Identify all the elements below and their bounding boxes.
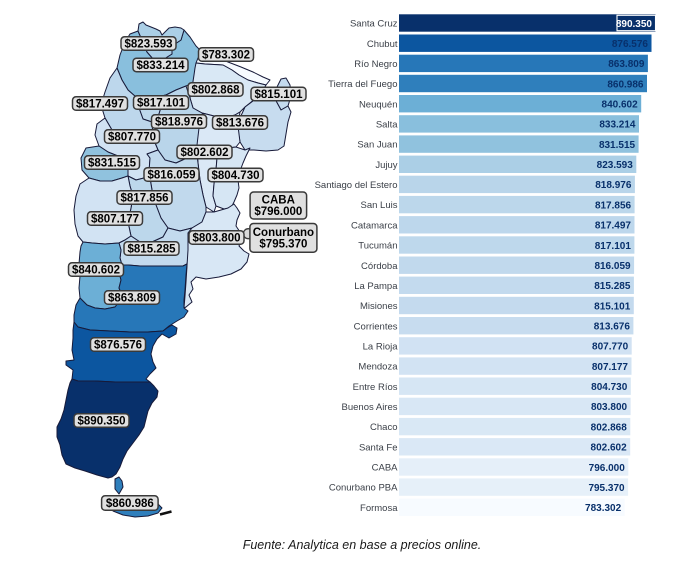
svg-text:Misiones: Misiones bbox=[360, 301, 398, 312]
svg-text:Santa Cruz: Santa Cruz bbox=[350, 19, 398, 30]
svg-text:817.856: 817.856 bbox=[595, 200, 632, 211]
svg-text:Salta: Salta bbox=[376, 120, 398, 131]
svg-text:Buenos Aires: Buenos Aires bbox=[342, 402, 398, 413]
svg-text:Jujuy: Jujuy bbox=[375, 160, 397, 171]
svg-text:Chaco: Chaco bbox=[370, 422, 397, 433]
svg-text:Córdoba: Córdoba bbox=[361, 261, 398, 272]
svg-text:863.809: 863.809 bbox=[608, 59, 645, 70]
svg-text:$817.101: $817.101 bbox=[137, 98, 186, 110]
svg-text:$802.868: $802.868 bbox=[192, 85, 241, 97]
svg-text:$783.302: $783.302 bbox=[202, 50, 250, 62]
svg-text:San Juan: San Juan bbox=[357, 140, 397, 151]
svg-text:817.101: 817.101 bbox=[595, 241, 632, 252]
svg-text:$833.214: $833.214 bbox=[137, 60, 186, 72]
svg-text:807.177: 807.177 bbox=[592, 362, 629, 373]
svg-text:$890.350: $890.350 bbox=[78, 416, 126, 428]
svg-text:840.602: 840.602 bbox=[602, 100, 639, 111]
svg-text:815.101: 815.101 bbox=[594, 301, 631, 312]
svg-text:$831.515: $831.515 bbox=[88, 158, 137, 170]
svg-text:890.350: 890.350 bbox=[616, 19, 653, 30]
svg-text:802.602: 802.602 bbox=[591, 443, 628, 454]
svg-text:$817.856: $817.856 bbox=[121, 193, 169, 205]
svg-text:$860.986: $860.986 bbox=[106, 498, 154, 510]
svg-text:La Rioja: La Rioja bbox=[363, 342, 399, 353]
svg-text:804.730: 804.730 bbox=[591, 382, 628, 393]
svg-text:Río Negro: Río Negro bbox=[354, 59, 397, 70]
svg-text:818.976: 818.976 bbox=[595, 180, 632, 191]
svg-text:815.285: 815.285 bbox=[594, 281, 631, 292]
svg-text:796.000: 796.000 bbox=[589, 463, 626, 474]
svg-text:$816.059: $816.059 bbox=[148, 170, 196, 182]
svg-text:823.593: 823.593 bbox=[597, 160, 634, 171]
svg-text:783.302: 783.302 bbox=[585, 503, 622, 514]
svg-text:Neuquén: Neuquén bbox=[359, 99, 398, 110]
svg-text:Formosa: Formosa bbox=[360, 503, 398, 514]
svg-text:$815.101: $815.101 bbox=[255, 89, 304, 101]
svg-text:Santiago del Estero: Santiago del Estero bbox=[315, 180, 398, 191]
svg-text:Conurbano: Conurbano bbox=[253, 227, 314, 239]
svg-text:Santa Fe: Santa Fe bbox=[359, 442, 398, 453]
svg-text:813.676: 813.676 bbox=[594, 322, 631, 333]
svg-text:Entre Ríos: Entre Ríos bbox=[353, 382, 398, 393]
svg-text:San Luis: San Luis bbox=[361, 200, 398, 211]
svg-text:$818.976: $818.976 bbox=[155, 117, 203, 129]
svg-text:Conurbano PBA: Conurbano PBA bbox=[329, 483, 398, 494]
svg-text:Chubut: Chubut bbox=[367, 39, 398, 50]
svg-text:$863.809: $863.809 bbox=[108, 293, 156, 305]
svg-text:La Pampa: La Pampa bbox=[354, 281, 398, 292]
svg-text:$804.730: $804.730 bbox=[212, 170, 260, 182]
svg-text:860.986: 860.986 bbox=[607, 79, 644, 90]
svg-text:$796.000: $796.000 bbox=[254, 206, 302, 218]
svg-text:802.868: 802.868 bbox=[591, 422, 628, 433]
svg-text:$823.593: $823.593 bbox=[125, 39, 173, 51]
svg-text:803.800: 803.800 bbox=[591, 402, 628, 413]
svg-text:876.576: 876.576 bbox=[612, 39, 649, 50]
svg-text:CABA: CABA bbox=[262, 195, 295, 207]
svg-text:816.059: 816.059 bbox=[594, 261, 631, 272]
svg-text:Corrientes: Corrientes bbox=[354, 321, 398, 332]
svg-text:Tierra del Fuego: Tierra del Fuego bbox=[328, 79, 397, 90]
svg-text:$807.770: $807.770 bbox=[108, 132, 156, 144]
svg-text:Catamarca: Catamarca bbox=[351, 220, 398, 231]
svg-text:Mendoza: Mendoza bbox=[358, 362, 398, 373]
svg-text:795.370: 795.370 bbox=[588, 483, 625, 494]
svg-text:$813.676: $813.676 bbox=[216, 118, 264, 130]
svg-text:CABA: CABA bbox=[372, 463, 399, 474]
svg-text:$803.800: $803.800 bbox=[193, 233, 241, 245]
svg-text:$795.370: $795.370 bbox=[259, 238, 307, 250]
svg-text:Tucumán: Tucumán bbox=[358, 241, 397, 252]
svg-text:831.515: 831.515 bbox=[599, 140, 636, 151]
svg-text:Fuente: Analytica en base a pr: Fuente: Analytica en base a precios onli… bbox=[243, 538, 482, 552]
svg-text:$817.497: $817.497 bbox=[76, 99, 124, 111]
svg-text:$840.602: $840.602 bbox=[72, 265, 120, 277]
svg-text:$802.602: $802.602 bbox=[181, 147, 229, 159]
svg-text:817.497: 817.497 bbox=[595, 221, 632, 232]
svg-text:$807.177: $807.177 bbox=[91, 214, 139, 226]
svg-text:$815.285: $815.285 bbox=[128, 244, 177, 256]
svg-text:$876.576: $876.576 bbox=[94, 340, 142, 352]
svg-text:807.770: 807.770 bbox=[592, 342, 629, 353]
svg-text:833.214: 833.214 bbox=[599, 120, 636, 131]
